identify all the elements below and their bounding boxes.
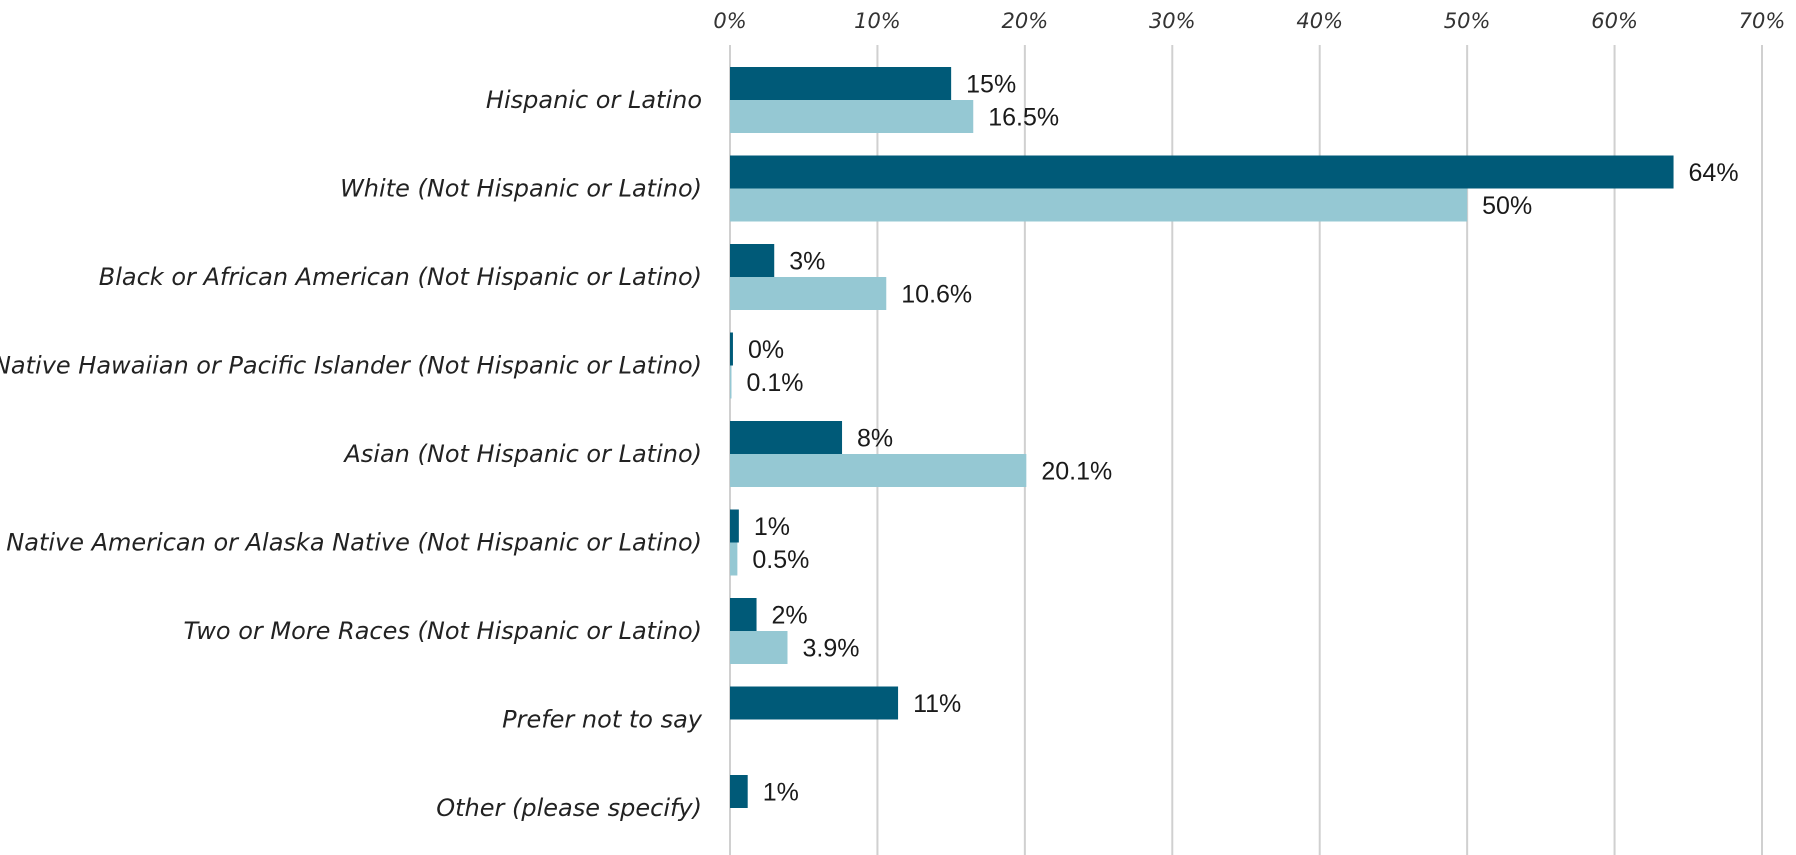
data-label: 2% (772, 602, 808, 630)
data-label: 15% (966, 71, 1016, 99)
category-labels: Hispanic or Latino White (Not Hispanic or… (0, 86, 703, 822)
category-label: Hispanic or Latino (486, 86, 702, 114)
data-label: 0.1% (746, 369, 803, 397)
bar (730, 365, 732, 399)
data-label: 0% (748, 336, 784, 364)
bar (730, 542, 738, 576)
data-label: 1% (754, 513, 790, 541)
category-label: Black or African American (Not Hispanic … (99, 263, 702, 291)
category-label: White (Not Hispanic or Latino) (340, 175, 702, 203)
bar (730, 509, 739, 543)
category-label: Other (please specify) (436, 794, 702, 822)
category-label: Native Hawaiian or Pacific Islander (Not… (0, 352, 702, 380)
data-label: 0.5% (752, 546, 809, 574)
category-label: Prefer not to say (502, 706, 703, 734)
data-label: 16.5% (988, 104, 1059, 132)
data-label: 3% (789, 248, 825, 276)
category-label: Native American or Alaska Native (Not Hi… (6, 529, 702, 557)
data-label: 3.9% (802, 635, 859, 663)
bar (730, 67, 952, 100)
x-tick-label: 50% (1444, 9, 1491, 33)
x-tick-label: 40% (1296, 9, 1343, 33)
category-label: Asian (Not Hispanic or Latino) (342, 440, 702, 468)
bar (730, 244, 775, 277)
data-label: 1% (763, 779, 799, 807)
bar (730, 775, 748, 808)
data-label: 10.6% (901, 281, 972, 309)
data-label: 50% (1482, 192, 1532, 220)
data-label: 8% (857, 425, 893, 453)
x-tick-label: 20% (1002, 9, 1049, 33)
x-tick-label: 60% (1591, 9, 1638, 33)
data-label: 64% (1689, 159, 1739, 187)
x-axis-ticks: 0% 10% 20% 30% 40% 50% 60% 70% (713, 9, 1785, 33)
category-label: Two or More Races (Not Hispanic or Latin… (184, 617, 702, 645)
bar (730, 155, 1674, 189)
x-tick-label: 10% (854, 9, 901, 33)
x-tick-label: 0% (713, 9, 746, 33)
bar (730, 598, 757, 631)
bar (730, 631, 788, 664)
data-label: 11% (913, 690, 961, 718)
bar (730, 100, 974, 133)
data-label: 20.1% (1041, 458, 1112, 486)
bar (730, 421, 843, 454)
bar (730, 454, 1027, 487)
bar (730, 277, 887, 310)
bars (730, 67, 1674, 808)
bar (730, 686, 899, 720)
bar (730, 332, 733, 366)
x-tick-label: 30% (1149, 9, 1196, 33)
bar (730, 188, 1468, 222)
x-tick-label: 70% (1739, 9, 1786, 33)
data-labels: 15% 16.5% 64% 50% 3% 10.6% 0% 0.1% 8% 20.1% 1% 0.5%… (746, 71, 1738, 807)
